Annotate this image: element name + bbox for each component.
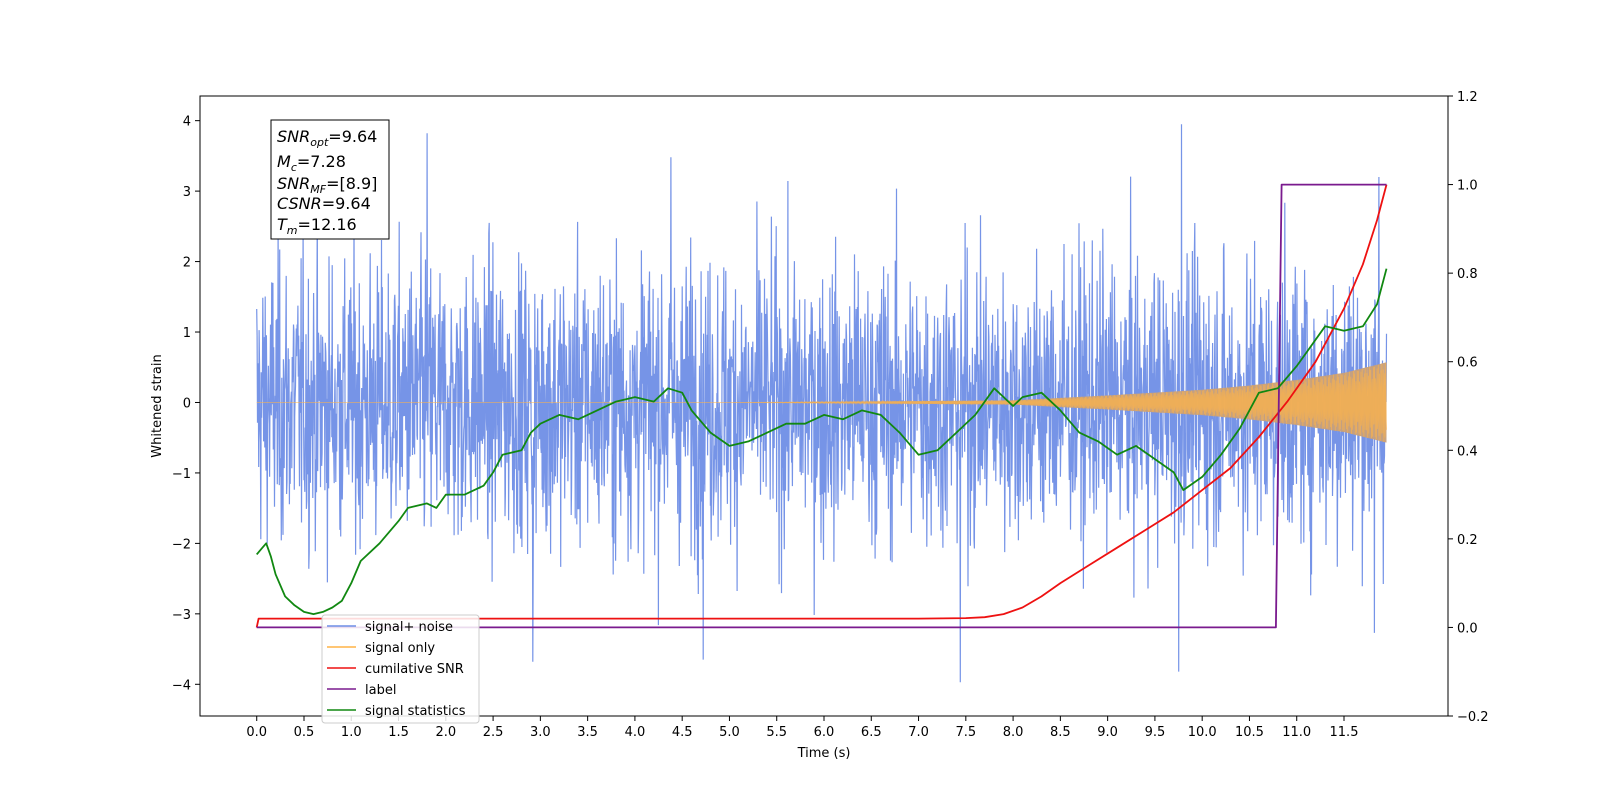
x-tick-label: 6.0 xyxy=(814,725,835,740)
series-signal-only xyxy=(256,362,1387,442)
legend-item-cumulative-snr: cumilative SNR xyxy=(327,662,464,677)
legend-item-signal-statistics: signal statistics xyxy=(327,704,466,719)
y-tick-label: 1 xyxy=(183,326,191,341)
y-tick-label: −1 xyxy=(172,467,191,482)
annotation-snr-opt: SNRopt=9.64 xyxy=(277,127,377,149)
annotation-mc: Mc=7.28 xyxy=(277,152,346,174)
x-axis-label: Time (s) xyxy=(797,746,851,761)
x-tick-label: 9.5 xyxy=(1145,725,1166,740)
svg-text:label: label xyxy=(365,683,396,698)
x-tick-label: 3.0 xyxy=(530,725,551,740)
x-tick-label: 3.5 xyxy=(577,725,598,740)
annotation-csnr: CSNR=9.64 xyxy=(277,194,371,213)
y2-tick-label: −0.2 xyxy=(1457,710,1489,725)
x-tick-label: 10.5 xyxy=(1235,725,1264,740)
annotation-box: SNRopt=9.64 Mc=7.28 SNRMF=[8.9] CSNR=9.6… xyxy=(270,119,390,240)
y-tick-label: 2 xyxy=(183,256,191,271)
y-axis-label: Whitened strain xyxy=(150,354,165,457)
y2-tick-label: 1.0 xyxy=(1457,179,1478,194)
y-tick-label: −3 xyxy=(172,608,191,623)
y2-tick-label: 0.6 xyxy=(1457,356,1478,371)
legend-item-signal-noise: signal+ noise xyxy=(327,620,453,635)
x-tick-label: 1.0 xyxy=(341,725,362,740)
y2-tick-label: 0.0 xyxy=(1457,621,1478,636)
x-tick-label: 9.0 xyxy=(1097,725,1118,740)
y-tick-label: 0 xyxy=(183,396,191,411)
x-tick-label: 0.5 xyxy=(294,725,315,740)
x-tick-label: 5.5 xyxy=(766,725,787,740)
svg-text:signal+ noise: signal+ noise xyxy=(365,620,453,635)
y-tick-label: −2 xyxy=(172,537,191,552)
x-tick-label: 11.5 xyxy=(1330,725,1359,740)
x-tick-label: 2.0 xyxy=(435,725,456,740)
y-tick-label: 4 xyxy=(183,115,191,130)
series-label xyxy=(256,183,1387,629)
svg-text:signal only: signal only xyxy=(365,641,435,656)
svg-text:cumilative SNR: cumilative SNR xyxy=(365,662,464,677)
annotation-tm: Tm=12.16 xyxy=(277,215,357,237)
annotation-snr-mf: SNRMF=[8.9] xyxy=(277,174,377,196)
x-tick-label: 2.5 xyxy=(483,725,504,740)
x-tick-label: 8.5 xyxy=(1050,725,1071,740)
x-tick-label: 6.5 xyxy=(861,725,882,740)
legend-item-label: label xyxy=(327,683,396,698)
x-tick-label: 0.0 xyxy=(246,725,267,740)
y-tick-label: 3 xyxy=(183,185,191,200)
series-signal-statistics xyxy=(256,268,1388,615)
x-tick-label: 4.5 xyxy=(672,725,693,740)
x-tick-label: 1.5 xyxy=(388,725,409,740)
x-tick-label: 10.0 xyxy=(1188,725,1217,740)
x-tick-label: 7.5 xyxy=(955,725,976,740)
y2-tick-label: 0.4 xyxy=(1457,444,1478,459)
y2-tick-label: 0.2 xyxy=(1457,533,1478,548)
legend-item-signal-only: signal only xyxy=(327,641,435,656)
y2-tick-label: 0.8 xyxy=(1457,267,1478,282)
y2-tick-label: 1.2 xyxy=(1457,90,1478,105)
x-tick-label: 11.0 xyxy=(1282,725,1311,740)
x-tick-label: 8.0 xyxy=(1003,725,1024,740)
x-tick-label: 5.0 xyxy=(719,725,740,740)
svg-text:signal statistics: signal statistics xyxy=(365,704,466,719)
x-tick-label: 7.0 xyxy=(908,725,929,740)
legend: signal+ noise signal only cumilative SNR… xyxy=(321,614,480,724)
series-cumilative-snr xyxy=(255,184,1388,628)
y-tick-label: −4 xyxy=(172,678,191,693)
x-tick-label: 4.0 xyxy=(625,725,646,740)
